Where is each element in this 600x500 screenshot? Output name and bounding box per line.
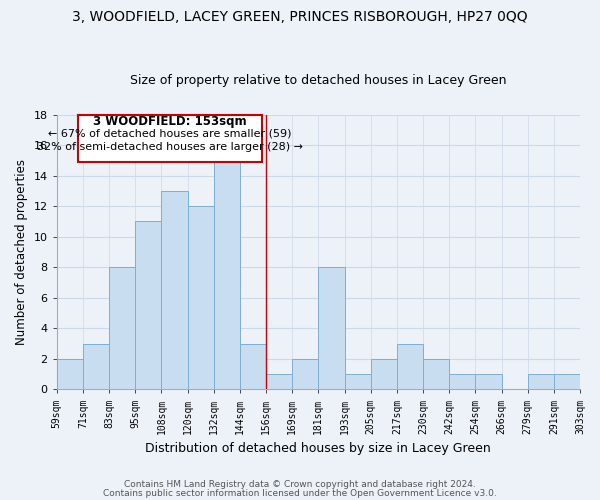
Bar [214,160,240,390]
Text: 3 WOODFIELD: 153sqm: 3 WOODFIELD: 153sqm [93,115,247,128]
Bar [344,374,371,390]
Bar [188,206,214,390]
Bar [135,222,161,390]
Text: Contains HM Land Registry data © Crown copyright and database right 2024.: Contains HM Land Registry data © Crown c… [124,480,476,489]
Bar [423,359,449,390]
Bar [371,359,397,390]
Title: Size of property relative to detached houses in Lacey Green: Size of property relative to detached ho… [130,74,506,87]
Bar [527,374,554,390]
X-axis label: Distribution of detached houses by size in Lacey Green: Distribution of detached houses by size … [145,442,491,455]
Bar [319,267,344,390]
Text: ← 67% of detached houses are smaller (59): ← 67% of detached houses are smaller (59… [48,128,292,138]
Bar [449,374,475,390]
Bar [397,344,423,390]
Bar [266,374,292,390]
Bar [292,359,319,390]
Bar [475,374,502,390]
FancyBboxPatch shape [77,114,262,162]
Bar [240,344,266,390]
Bar [57,359,83,390]
Bar [554,374,580,390]
Text: 3, WOODFIELD, LACEY GREEN, PRINCES RISBOROUGH, HP27 0QQ: 3, WOODFIELD, LACEY GREEN, PRINCES RISBO… [72,10,528,24]
Bar [83,344,109,390]
Bar [109,267,135,390]
Bar [161,191,188,390]
Text: Contains public sector information licensed under the Open Government Licence v3: Contains public sector information licen… [103,488,497,498]
Text: 32% of semi-detached houses are larger (28) →: 32% of semi-detached houses are larger (… [37,142,303,152]
Y-axis label: Number of detached properties: Number of detached properties [15,159,28,345]
